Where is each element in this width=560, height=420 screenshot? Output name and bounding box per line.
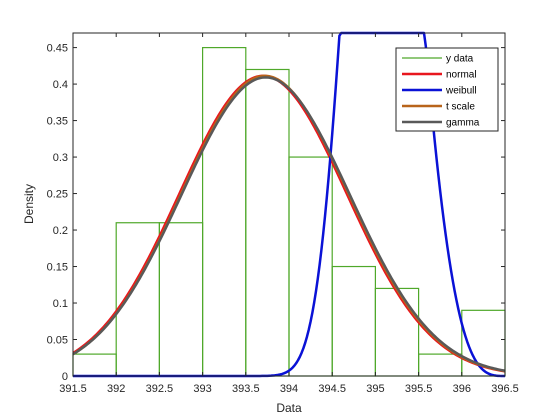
legend-label: t scale	[446, 102, 475, 113]
y-axis: 0 0.05 0.1 0.15 0.2 0.25 0.3 0.35 0.4 0.45	[47, 43, 505, 383]
x-tick-label: 391.5	[59, 383, 87, 395]
legend-label: normal	[446, 70, 477, 81]
y-tick-label: 0.4	[53, 79, 68, 91]
x-tick-label: 394	[280, 383, 298, 395]
y-tick-label: 0.2	[53, 225, 68, 237]
x-tick-label: 393	[193, 383, 211, 395]
x-tick-label: 396	[453, 383, 471, 395]
y-tick-label: 0.3	[53, 152, 68, 164]
y-tick-label: 0	[62, 371, 68, 383]
x-tick-label: 396.5	[491, 383, 519, 395]
legend: y data normal weibull t scale gamma	[395, 47, 499, 132]
y-tick-label: 0.35	[47, 116, 68, 128]
legend-label: y data	[446, 54, 474, 65]
x-tick-label: 395	[366, 383, 384, 395]
x-tick-label: 392.5	[146, 383, 174, 395]
x-tick-label: 394.5	[318, 383, 346, 395]
y-tick-label: 0.25	[47, 189, 68, 201]
x-tick-label: 392	[107, 383, 125, 395]
legend-label: gamma	[446, 118, 480, 129]
y-tick-label: 0.15	[47, 262, 68, 274]
x-tick-label: 395.5	[405, 383, 433, 395]
y-axis-label: Density	[22, 184, 36, 224]
x-axis-label: Data	[276, 401, 302, 415]
series-line-gamma	[72, 76, 506, 372]
x-axis: 391.5 392 392.5 393 393.5 394 394.5 395 395.5 396…	[59, 33, 519, 395]
legend-label: weibull	[445, 86, 477, 97]
y-tick-label: 0.45	[47, 43, 68, 55]
y-tick-label: 0.05	[47, 335, 68, 347]
x-tick-label: 393.5	[232, 383, 260, 395]
y-tick-label: 0.1	[53, 298, 68, 310]
